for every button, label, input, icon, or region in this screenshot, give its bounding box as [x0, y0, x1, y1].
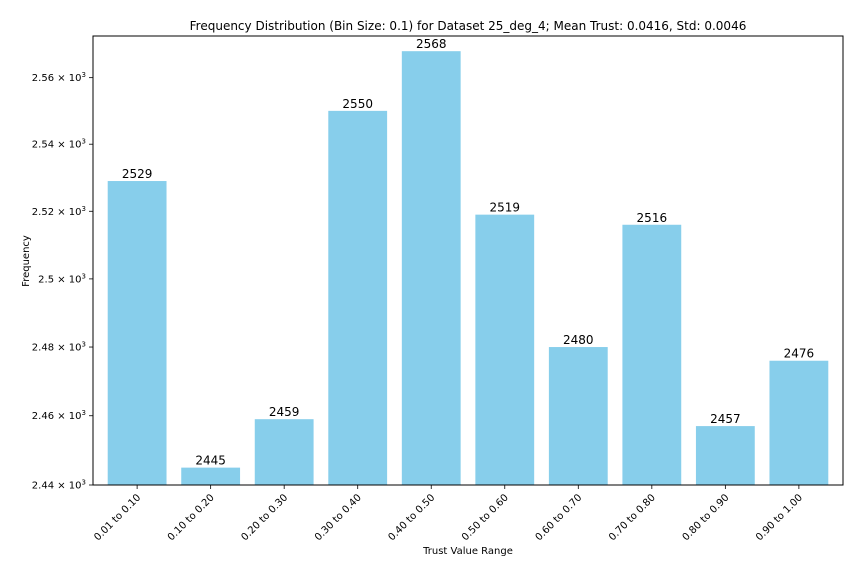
bar-value-label: 2445 — [195, 454, 226, 468]
x-tick-label: 0.70 to 0.80 — [607, 492, 658, 543]
bar-value-label: 2519 — [489, 201, 520, 215]
bar-value-label: 2457 — [710, 412, 741, 426]
y-axis-label: Frequency — [21, 235, 32, 287]
bar-0.40-to-0.50 — [401, 51, 461, 485]
bar-0.50-to-0.60 — [475, 214, 535, 486]
x-tick-label: 0.50 to 0.60 — [460, 492, 511, 543]
bar-value-label: 2459 — [269, 405, 300, 419]
x-axis-label: Trust Value Range — [422, 546, 513, 557]
x-ticks-group: 0.01 to 0.10 0.10 to 0.20 0.20 to 0.30 0.30… — [92, 485, 805, 543]
plot-frame — [92, 35, 844, 486]
x-tick-label: 0.10 to 0.20 — [166, 492, 217, 543]
bar-value-label: 2550 — [342, 97, 373, 111]
y-tick-label: 2.48 × 103 — [32, 341, 86, 354]
bar-value-label: 2480 — [563, 333, 594, 347]
bar-0.01-to-0.10 — [107, 181, 167, 485]
bar-0.30-to-0.40 — [328, 110, 388, 485]
bar-0.60-to-0.70 — [548, 347, 608, 485]
x-tick-label: 0.01 to 0.10 — [92, 492, 143, 543]
bar-0.20-to-0.30 — [254, 419, 314, 485]
bar-labels-group: 2529 2445 2459 2550 2568 2519 2480 2516 2457 2476 — [122, 37, 814, 467]
y-tick-label: 2.54 × 103 — [32, 138, 86, 151]
bar-value-label: 2568 — [416, 37, 447, 51]
chart-title: Frequency Distribution (Bin Size: 0.1) f… — [190, 19, 747, 33]
y-tick-label: 2.52 × 103 — [32, 205, 86, 218]
x-tick-label: 0.60 to 0.70 — [534, 492, 585, 543]
bar-0.80-to-0.90 — [695, 426, 755, 485]
x-tick-label: 0.80 to 0.90 — [681, 492, 732, 543]
bar-0.70-to-0.80 — [622, 224, 682, 485]
y-tick-label: 2.56 × 103 — [32, 71, 86, 84]
x-tick-label: 0.20 to 0.30 — [239, 492, 290, 543]
x-tick-label: 0.40 to 0.50 — [386, 492, 437, 543]
bar-value-label: 2516 — [637, 211, 668, 225]
bars-group — [107, 51, 829, 486]
x-tick-label: 0.30 to 0.40 — [313, 492, 364, 543]
y-tick-label: 2.44 × 103 — [32, 479, 86, 492]
bar-value-label: 2476 — [784, 347, 815, 361]
y-ticks-group: 2.44 × 103 2.46 × 103 2.48 × 103 2.5 × 103 2… — [32, 71, 93, 492]
y-tick-label: 2.46 × 103 — [32, 409, 86, 422]
bar-0.10-to-0.20 — [181, 467, 241, 485]
bar-0.90-to-1.00 — [769, 360, 829, 485]
x-tick-label: 0.90 to 1.00 — [754, 492, 805, 543]
y-tick-label: 2.5 × 103 — [38, 272, 86, 285]
bar-value-label: 2529 — [122, 167, 153, 181]
